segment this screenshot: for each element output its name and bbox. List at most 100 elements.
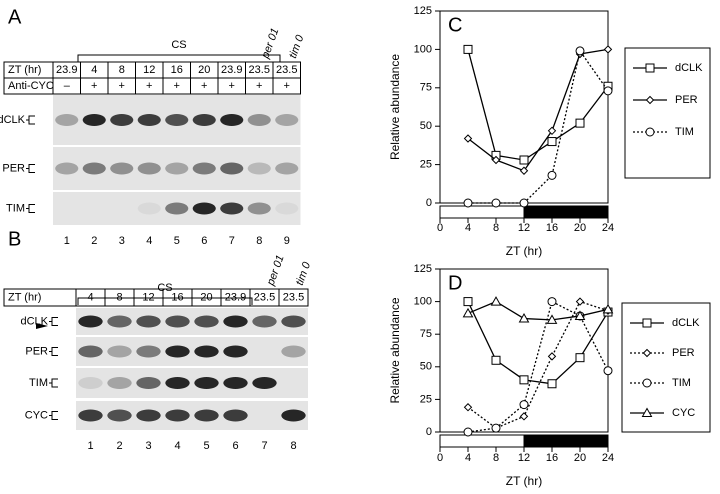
marker: [547, 297, 557, 307]
cell-text: 16: [171, 291, 183, 303]
blot-band: [107, 315, 132, 328]
blot-band: [275, 114, 299, 126]
marker: [463, 198, 473, 208]
band-bracket: [26, 164, 35, 173]
band-bracket: [49, 378, 58, 388]
blot-band: [275, 162, 299, 175]
row-label: ZT (hr): [8, 291, 41, 303]
blot-band: [107, 409, 132, 422]
legend-box: [624, 47, 711, 179]
blot-band: [220, 162, 244, 175]
blot-band: [137, 114, 161, 126]
x-tick-label: 8: [493, 452, 499, 464]
blot-band: [275, 202, 299, 215]
x-tick-label: 16: [546, 452, 558, 464]
marker: [642, 348, 652, 358]
cell-text: +: [256, 80, 262, 92]
plot-frame: [439, 268, 609, 433]
marker: [462, 307, 474, 318]
y-tick-label: 50: [420, 120, 432, 132]
y-tick-label: 100: [414, 43, 432, 55]
lane-number: 2: [116, 440, 122, 452]
x-axis-label: ZT (hr): [506, 244, 542, 258]
marker: [574, 310, 586, 320]
y-tick-label: 125: [414, 263, 432, 275]
y-tick-label: 75: [420, 328, 432, 340]
marker: [547, 137, 557, 147]
lane-number: 7: [261, 440, 267, 452]
marker: [602, 303, 614, 314]
blot-band: [247, 114, 271, 126]
cell-text: 20: [200, 291, 212, 303]
mutant-label: per 01: [259, 27, 281, 61]
cell-text: 23.9: [56, 64, 77, 76]
series-line: [467, 301, 609, 385]
cell-text: 12: [143, 64, 155, 76]
cell-text: +: [119, 80, 125, 92]
marker: [546, 314, 558, 324]
marker: [519, 412, 529, 421]
marker: [463, 427, 473, 437]
blot-band: [110, 162, 134, 175]
panel-label: C: [448, 14, 462, 36]
blot-band: [194, 315, 219, 328]
x-tick-label: 20: [574, 452, 586, 464]
dark-period: [523, 434, 609, 448]
legend-label: TIM: [675, 126, 694, 138]
blot-band: [110, 114, 134, 126]
blot-band: [55, 114, 79, 126]
mutant-label: tim 0: [287, 33, 307, 60]
cell-text: 23.5: [254, 291, 275, 303]
cell-text: –: [64, 80, 71, 92]
cell-text: 23.9: [225, 291, 246, 303]
y-axis-label: Relative abundance: [388, 54, 402, 160]
x-tick-label: 0: [437, 452, 443, 464]
cell-text: +: [146, 80, 152, 92]
x-tick-label: 24: [602, 452, 614, 464]
blot-band: [165, 345, 190, 358]
lane-number: 8: [290, 440, 296, 452]
marker: [547, 170, 557, 180]
band-label: CYC: [25, 409, 48, 421]
marker: [642, 318, 652, 328]
band-bracket: [49, 347, 58, 356]
marker: [642, 378, 652, 388]
band-label: PER: [25, 345, 48, 357]
panel-label: A: [8, 6, 22, 28]
cell-text: +: [201, 80, 207, 92]
x-tick-label: 12: [518, 452, 530, 464]
series-line: [467, 300, 609, 433]
marker: [547, 352, 557, 361]
lane-number: 6: [201, 235, 207, 247]
group-label: CS: [157, 282, 172, 294]
band-bracket: [26, 115, 35, 125]
blot-band: [78, 315, 103, 328]
cell-text: 23.5: [283, 291, 304, 303]
light-period: [439, 434, 525, 448]
lane-number: 4: [146, 235, 152, 247]
blot-band: [194, 377, 219, 389]
blot-band: [165, 377, 190, 389]
lane-number: 6: [232, 440, 238, 452]
blot-band: [78, 409, 103, 422]
blot-band: [136, 345, 161, 358]
lane-number: 5: [203, 440, 209, 452]
legend-label: dCLK: [675, 62, 703, 74]
marker: [491, 355, 501, 365]
marker: [603, 86, 613, 96]
lane-number: 9: [284, 235, 290, 247]
blot-band: [192, 202, 216, 215]
legend-label: CYC: [672, 407, 695, 419]
row-label: ZT (hr): [8, 64, 41, 76]
bracket: [77, 297, 253, 305]
marker: [603, 45, 613, 54]
blot-band: [137, 162, 161, 175]
band-label: PER: [2, 162, 25, 174]
marker: [575, 353, 585, 363]
band-bracket: [49, 317, 58, 326]
lane-number: 1: [87, 440, 93, 452]
cell-text: 4: [91, 64, 97, 76]
lane-number: 1: [64, 235, 70, 247]
blot-band: [223, 315, 248, 328]
